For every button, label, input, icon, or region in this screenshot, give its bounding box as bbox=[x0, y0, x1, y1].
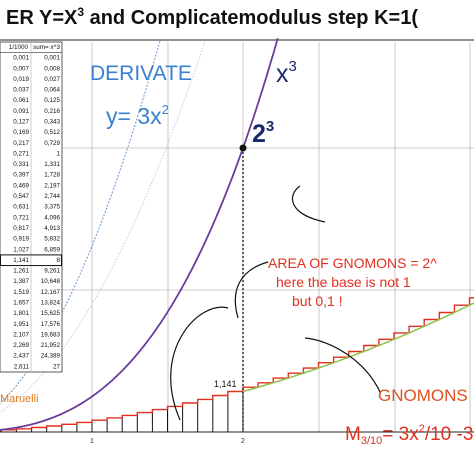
axis-label: 2 bbox=[241, 438, 245, 445]
table-cell: 2,269 bbox=[13, 342, 29, 349]
table-cell: 0,127 bbox=[13, 119, 29, 126]
table-cell: 0,007 bbox=[13, 65, 29, 72]
point-value: 1,141 bbox=[214, 379, 237, 389]
table-cell: 24,389 bbox=[41, 353, 61, 360]
formula: M3/10= 3x2/10 -3x/1 bbox=[345, 423, 474, 447]
table-cell: 5,832 bbox=[44, 236, 60, 243]
table-cell: 6,859 bbox=[44, 246, 60, 253]
table-cell: 1,261 bbox=[13, 268, 29, 275]
connector bbox=[170, 306, 229, 421]
table-header: 1/1000 bbox=[9, 44, 29, 51]
table-cell: 0,729 bbox=[44, 140, 60, 147]
gnomon-curve bbox=[242, 302, 474, 393]
table-cell: 0,001 bbox=[44, 55, 60, 62]
table-cell: 0,817 bbox=[13, 225, 29, 232]
table-cell: 1,331 bbox=[44, 161, 60, 168]
table: 1/1000 sum= x^3 0,001 0,001 0,007 0,008 0,019 0… bbox=[0, 41, 63, 373]
table-cell: 2,197 bbox=[44, 182, 60, 189]
table-cell: 19,683 bbox=[41, 331, 61, 338]
table-cell: 1,657 bbox=[13, 299, 29, 306]
table-cell: 0,331 bbox=[13, 161, 29, 168]
derivative-formula: y= 3x2 bbox=[106, 102, 169, 129]
table-cell: 1,141 bbox=[13, 257, 29, 264]
cube-curve bbox=[0, 38, 279, 431]
arc bbox=[291, 185, 326, 223]
connector bbox=[234, 261, 269, 319]
table-cell: 1 bbox=[56, 150, 60, 157]
curve-label: x3 bbox=[276, 58, 297, 88]
author: Maruelli bbox=[0, 393, 39, 405]
point bbox=[239, 144, 247, 152]
table-cell: 0,061 bbox=[13, 97, 29, 104]
table-cell: 1,801 bbox=[13, 310, 29, 317]
table-cell: 4,096 bbox=[44, 214, 60, 221]
table-cell: 2,611 bbox=[14, 363, 30, 370]
table-cell: 0,547 bbox=[13, 193, 29, 200]
table-cell: 13,824 bbox=[41, 299, 61, 306]
table-cell: 0,217 bbox=[13, 140, 29, 147]
table-cell: 0,216 bbox=[44, 108, 60, 115]
table-cell: 8 bbox=[56, 257, 60, 264]
table-cell: 12,167 bbox=[41, 289, 61, 296]
table-cell: 0,271 bbox=[13, 150, 29, 157]
table-cell: 0,001 bbox=[13, 55, 29, 62]
table-cell: 1,387 bbox=[13, 278, 29, 285]
table-cell: 17,576 bbox=[41, 321, 61, 328]
table-cell: 0,064 bbox=[44, 87, 60, 94]
table-cell: 2,437 bbox=[13, 353, 29, 360]
table-cell: 0,019 bbox=[13, 76, 29, 83]
table-cell: 0,008 bbox=[44, 65, 60, 72]
table-cell: 27 bbox=[53, 363, 61, 370]
table-cell: 0,631 bbox=[13, 204, 29, 211]
title: ER Y=X3 and Complicatemodulus step K=1( bbox=[6, 5, 418, 29]
table-cell: 9,261 bbox=[44, 268, 60, 275]
highlight-row bbox=[0, 254, 62, 267]
table-cell: 1,728 bbox=[44, 172, 60, 179]
table-cell: 15,625 bbox=[41, 310, 61, 317]
derivative-curve-light bbox=[0, 40, 206, 414]
table-cell: 0,469 bbox=[13, 182, 29, 189]
area-text: but 0,1 ! bbox=[292, 293, 343, 309]
axis-label: 1 bbox=[90, 438, 94, 445]
gnomons-label: GNOMONS bbox=[378, 386, 468, 405]
table-cell: 0,027 bbox=[44, 76, 60, 83]
connector bbox=[304, 337, 381, 393]
table-cell: 0,721 bbox=[13, 214, 29, 221]
table-cell: 0,397 bbox=[13, 172, 29, 179]
derivative-curve bbox=[0, 40, 161, 405]
table-cell: 0,091 bbox=[13, 108, 29, 115]
table-cell: 0,125 bbox=[44, 97, 60, 104]
step-outline bbox=[0, 297, 474, 432]
derivate-label: DERIVATE bbox=[90, 62, 192, 85]
table-cell: 2,107 bbox=[13, 331, 29, 338]
table-cell: 21,952 bbox=[41, 342, 61, 349]
point-label: 23 bbox=[252, 118, 274, 148]
table-cell: 1,027 bbox=[13, 246, 29, 253]
table-cell: 0,512 bbox=[44, 129, 60, 136]
gnomon-steps bbox=[0, 297, 474, 432]
table-cell: 2,744 bbox=[44, 193, 60, 200]
area-text: here the base is not 1 bbox=[276, 274, 411, 290]
table-header: sum= x^3 bbox=[33, 44, 60, 51]
area-text: AREA OF GNOMONS = 2^ bbox=[268, 255, 437, 271]
table-cell: 4,913 bbox=[44, 225, 60, 232]
table-cell: 1,519 bbox=[13, 289, 29, 296]
table-cell: 10,648 bbox=[41, 278, 61, 285]
table-cell: 0,169 bbox=[13, 129, 29, 136]
table-cell: 1,951 bbox=[13, 321, 29, 328]
table-cell: 3,375 bbox=[44, 204, 60, 211]
table-cell: 0,037 bbox=[13, 87, 29, 94]
table-cell: 0,343 bbox=[44, 119, 60, 126]
table-cell: 0,919 bbox=[13, 236, 29, 243]
